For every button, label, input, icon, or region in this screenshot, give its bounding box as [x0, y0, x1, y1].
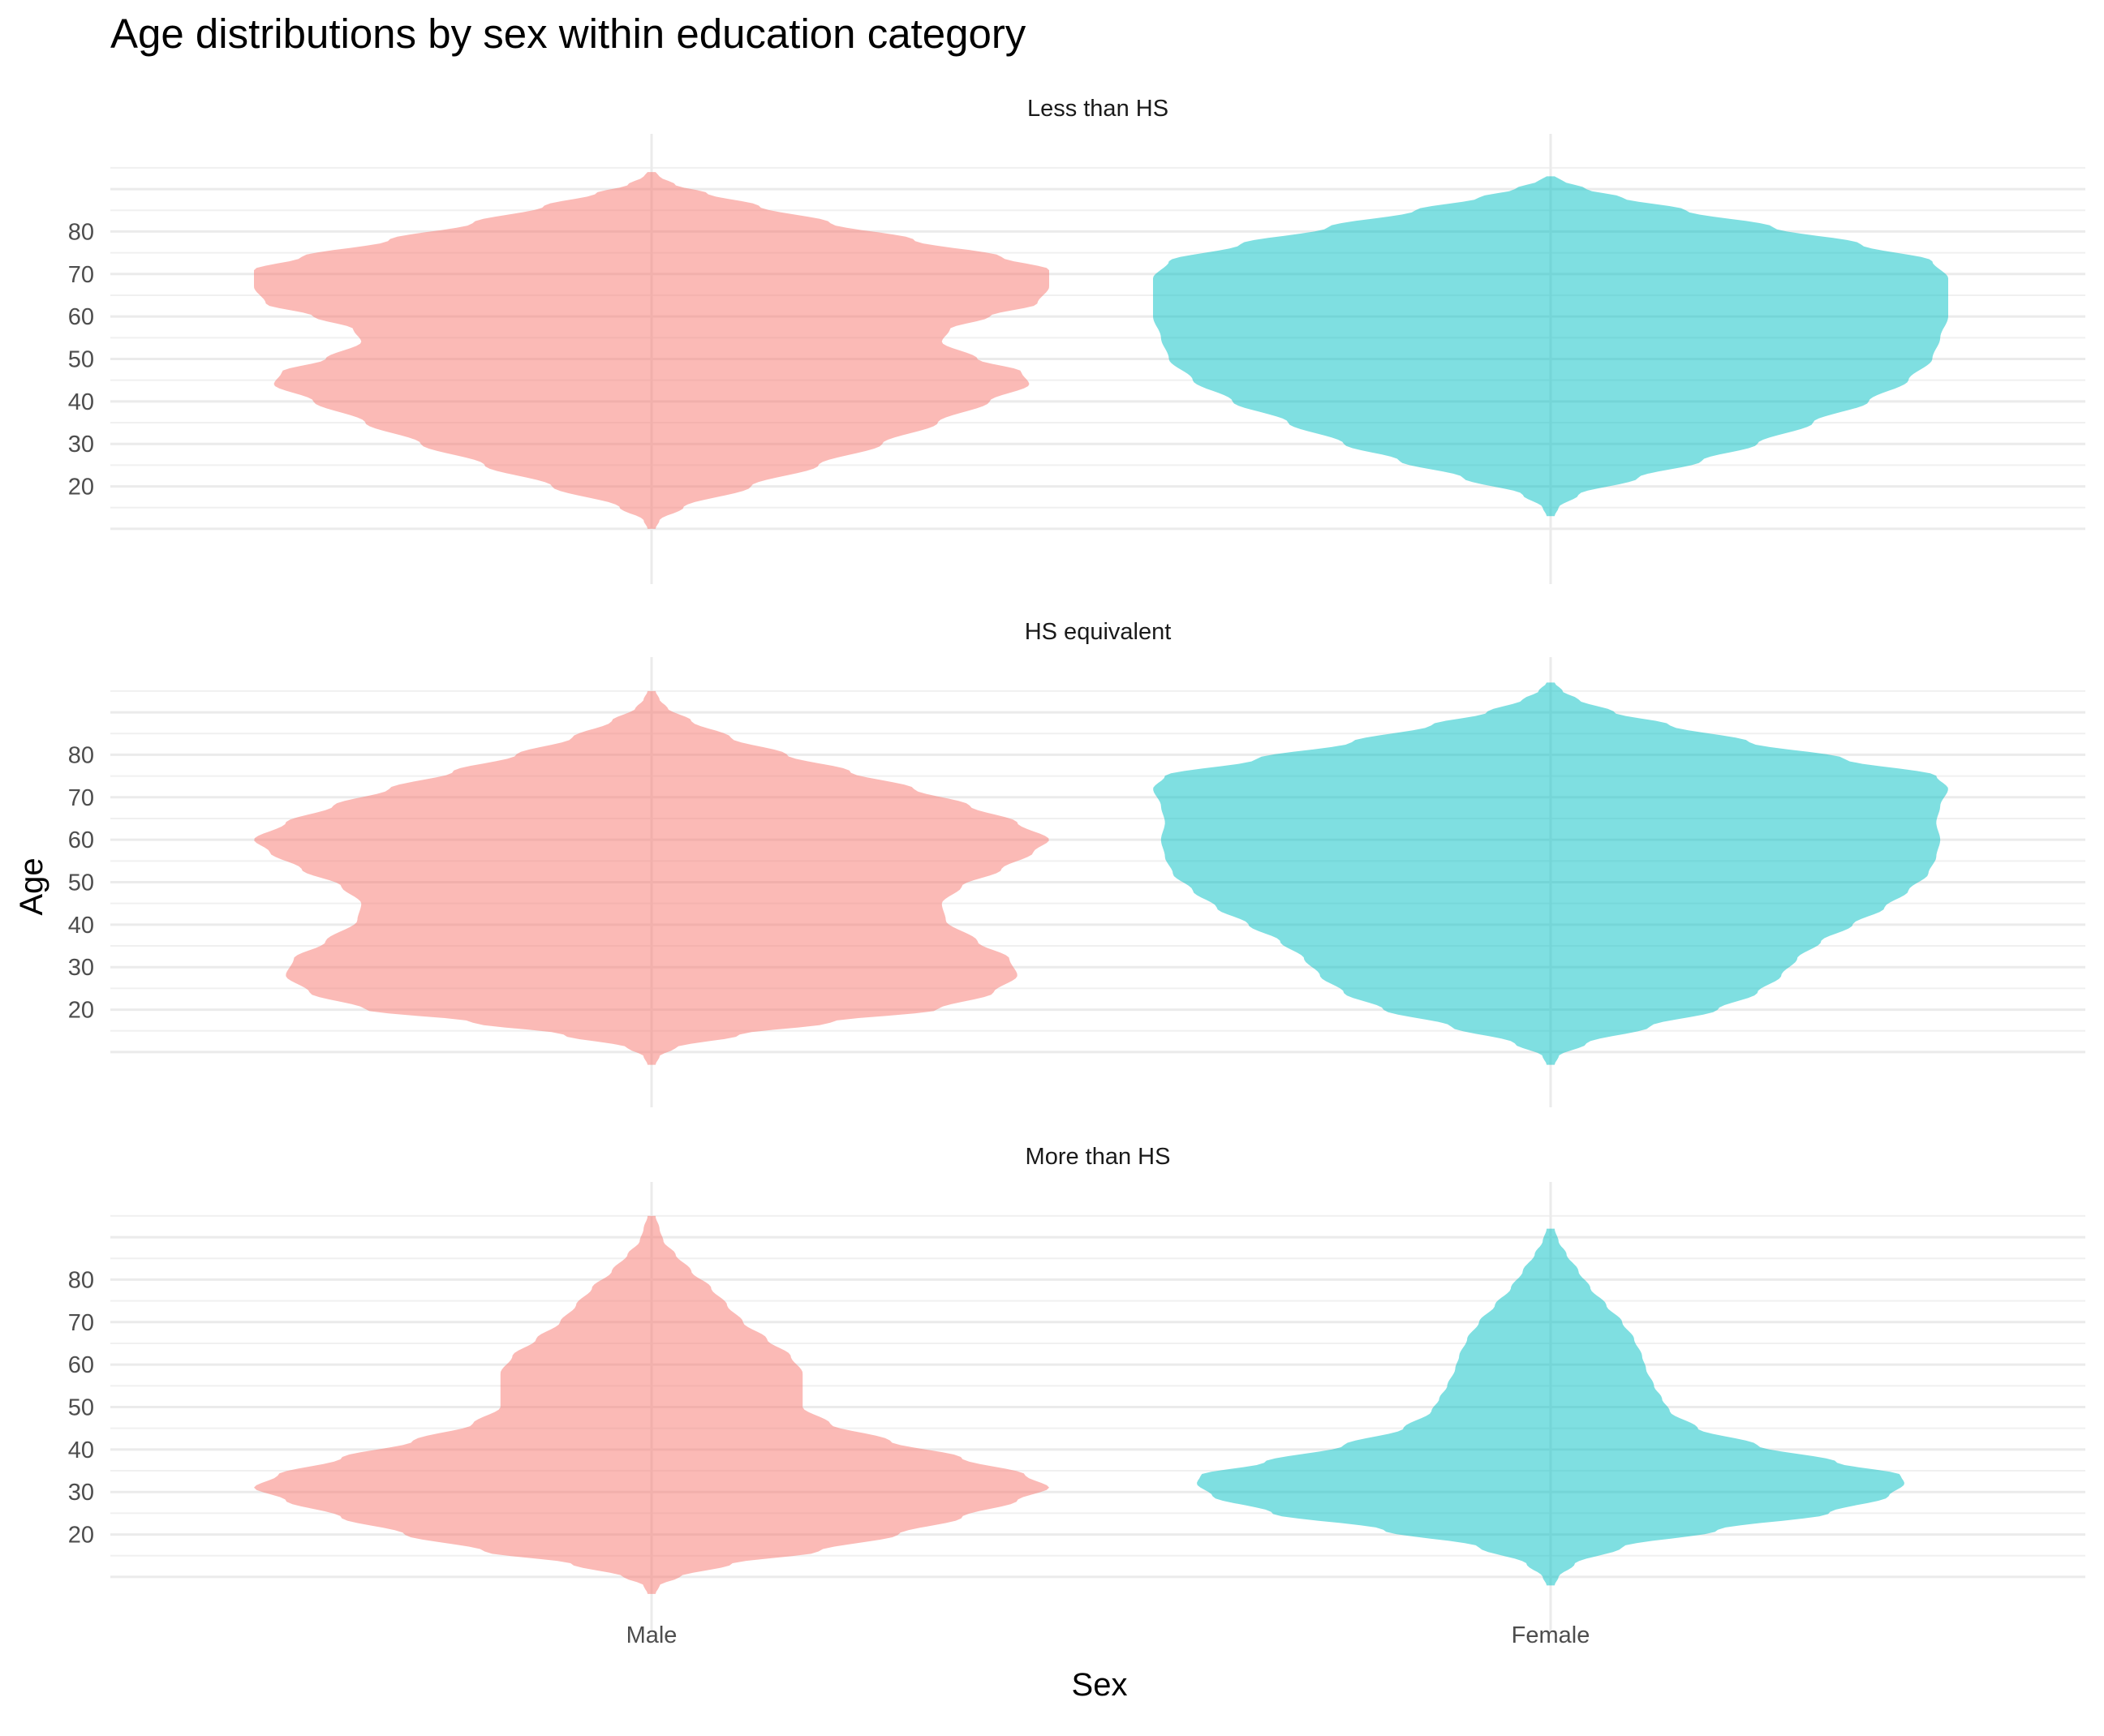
y-tick-label: 80 [68, 1267, 94, 1293]
y-tick-label: 40 [68, 1437, 94, 1463]
facet-label: Less than HS [1027, 96, 1168, 122]
panels: Less than HS 20 30 40 50 60 70 80 HS equivalent 2… [68, 96, 2085, 1648]
y-tick-label: 60 [68, 827, 94, 853]
panel-1: HS equivalent 20 30 40 50 60 70 80 [68, 619, 2085, 1107]
y-tick-label: 40 [68, 389, 94, 415]
y-axis-label: Age [14, 857, 49, 915]
y-tick-label: 40 [68, 913, 94, 939]
panel-0: Less than HS 20 30 40 50 60 70 80 [68, 96, 2085, 584]
y-tick-label: 70 [68, 785, 94, 811]
y-tick-label: 50 [68, 1395, 94, 1421]
facet-label: More than HS [1026, 1144, 1171, 1170]
chart-title: Age distributions by sex within educatio… [110, 11, 1026, 57]
y-tick-label: 80 [68, 742, 94, 768]
violin-male [254, 1215, 1049, 1594]
y-tick-label: 30 [68, 955, 94, 981]
y-tick-label: 20 [68, 475, 94, 501]
y-tick-label: 60 [68, 1352, 94, 1378]
y-tick-label: 70 [68, 262, 94, 288]
y-tick-label: 50 [68, 870, 94, 896]
y-tick-label: 30 [68, 432, 94, 458]
y-tick-label: 20 [68, 1523, 94, 1549]
facet-label: HS equivalent [1025, 619, 1172, 645]
y-tick-label: 80 [68, 219, 94, 245]
x-axis-label: Sex [1072, 1667, 1128, 1703]
y-tick-label: 20 [68, 998, 94, 1024]
x-tick-label: Female [1512, 1622, 1590, 1648]
y-tick-label: 60 [68, 304, 94, 330]
y-tick-label: 50 [68, 347, 94, 373]
violin-female [1197, 1228, 1904, 1586]
violin-female [1153, 176, 1948, 517]
violin-male [254, 172, 1049, 529]
x-tick-label: Male [626, 1622, 678, 1648]
y-tick-label: 30 [68, 1480, 94, 1506]
panel-2: More than HS 20 30 40 50 60 70 80 [68, 1144, 2085, 1632]
y-tick-label: 70 [68, 1310, 94, 1336]
violin-male [254, 690, 1049, 1065]
violin-female [1153, 682, 1948, 1065]
